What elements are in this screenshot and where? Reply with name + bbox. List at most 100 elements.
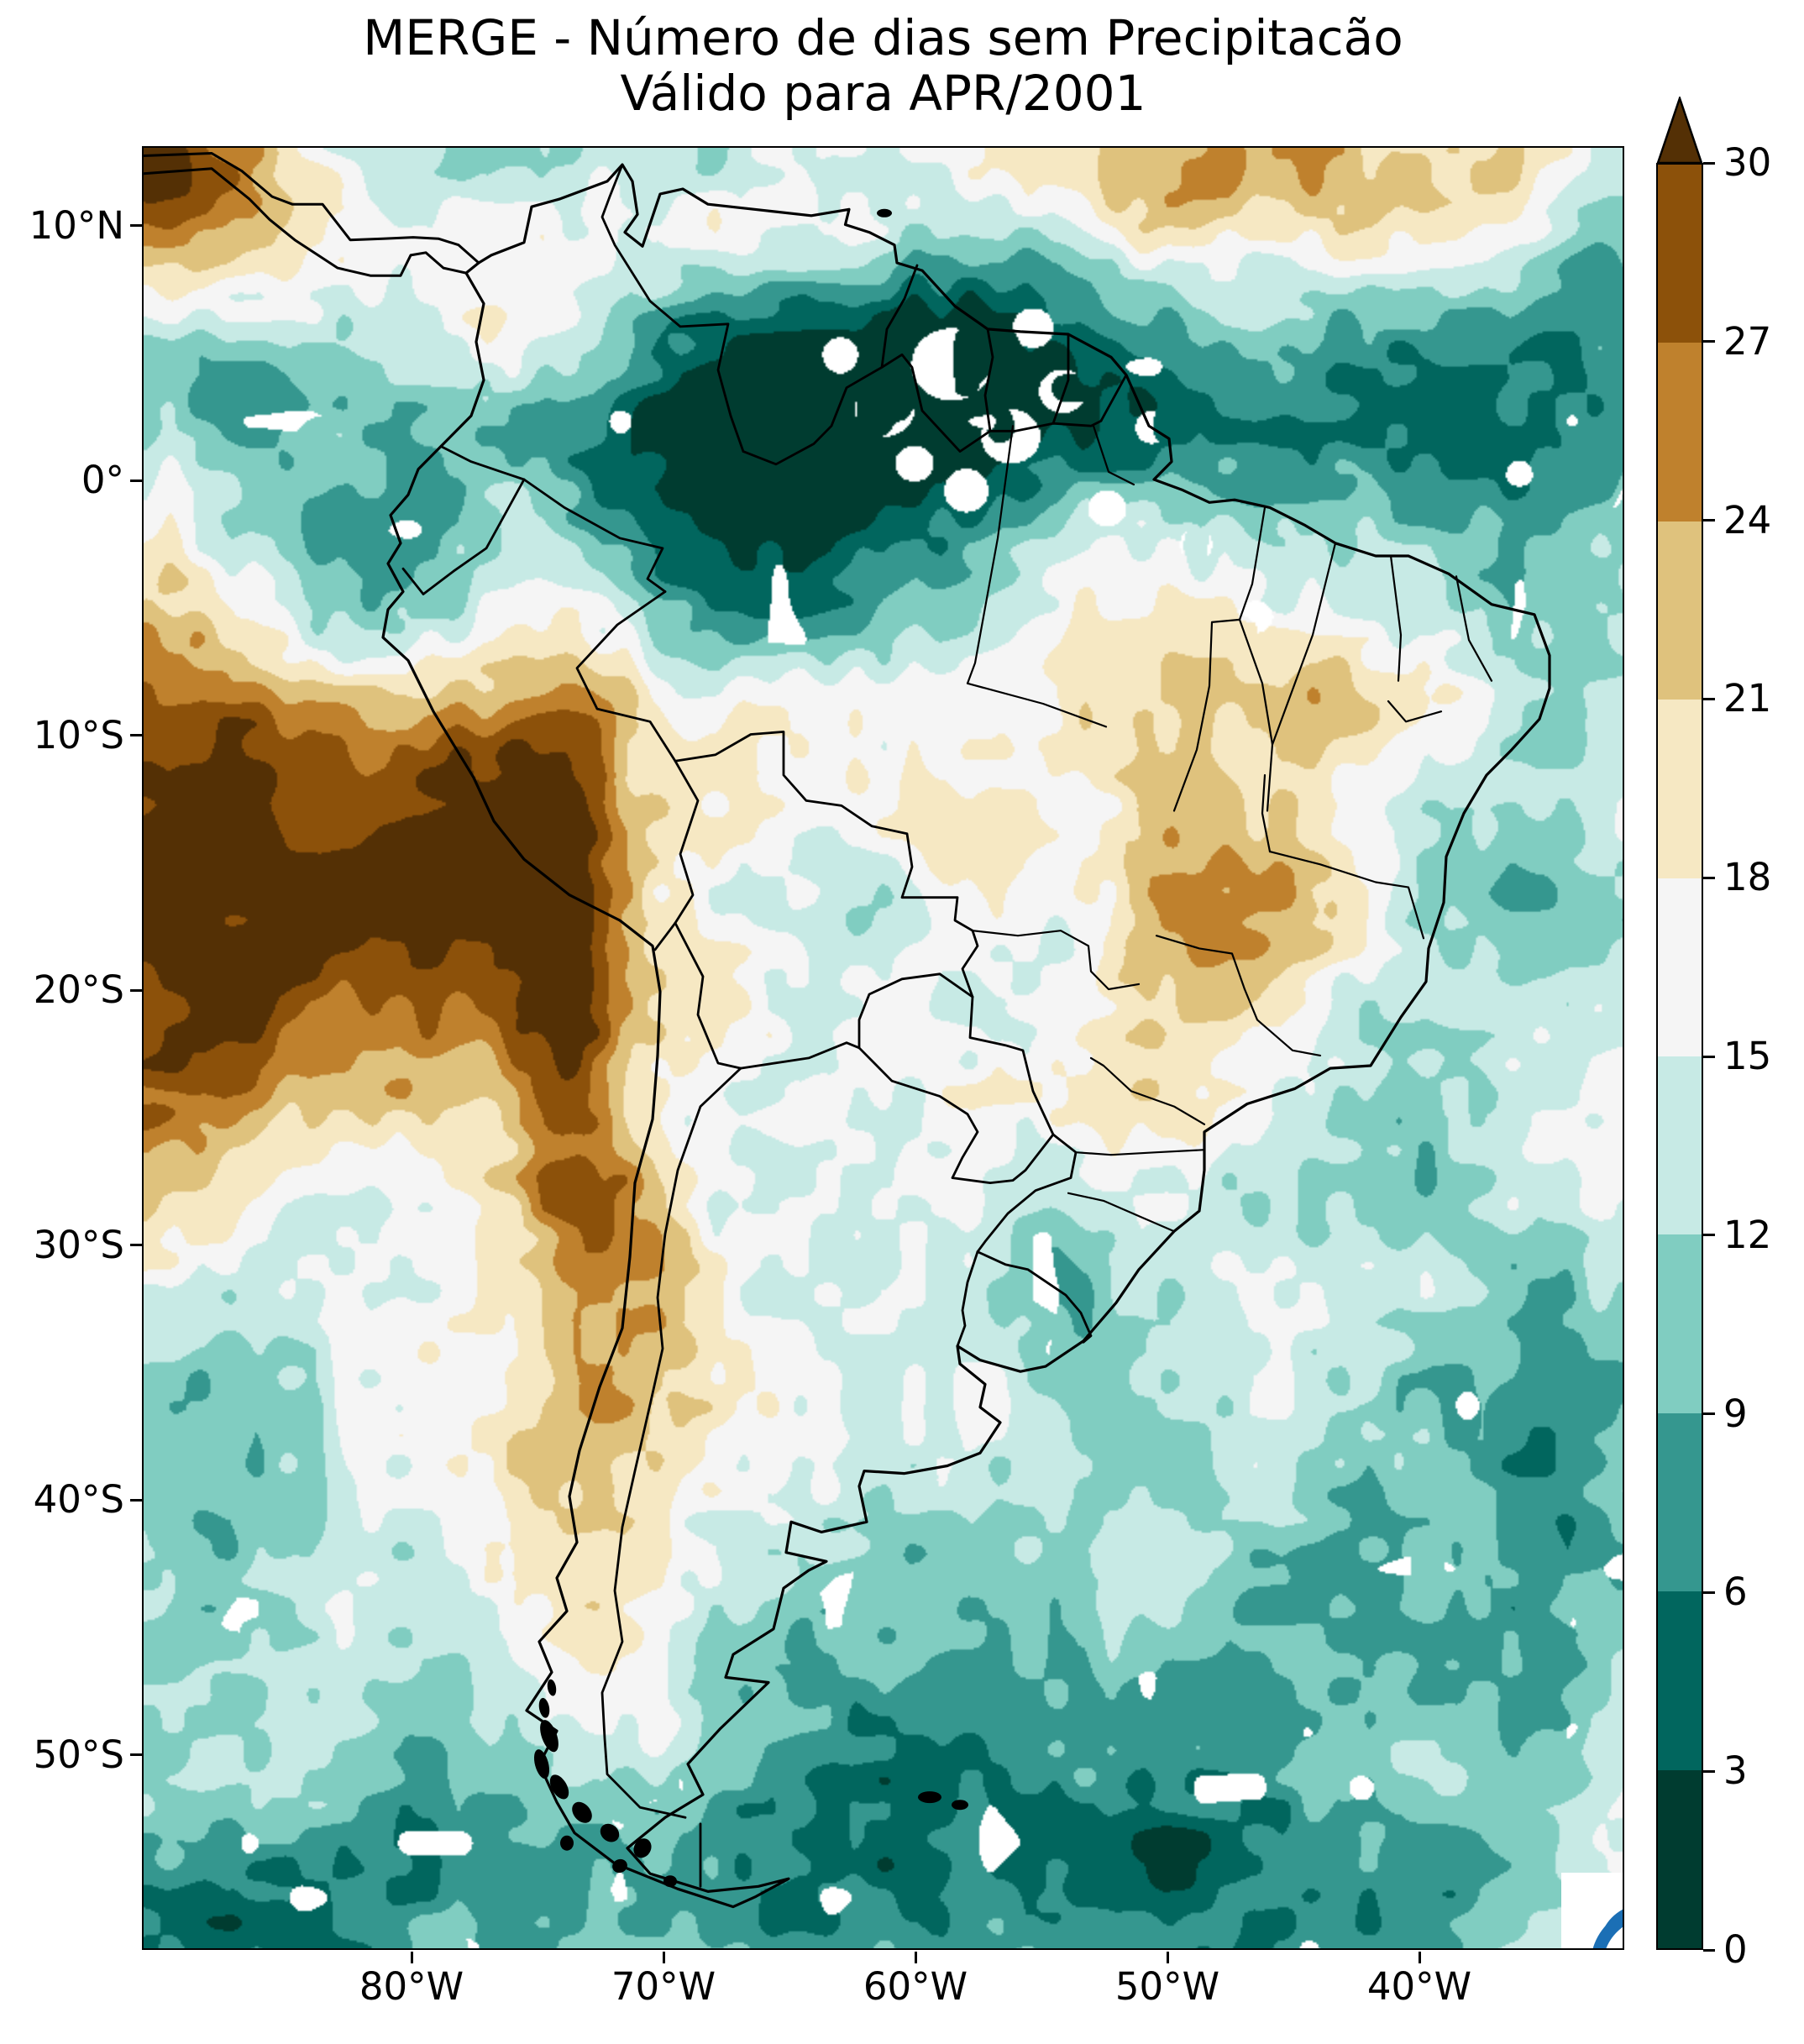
figure-title-line1: MERGE - Número de dias sem Precipitacão	[363, 9, 1403, 66]
colorbar-tick-mark	[1703, 1055, 1715, 1058]
state-border	[1172, 618, 1241, 812]
colorbar-tick-label: 21	[1723, 676, 1772, 721]
fjord-island-blob	[572, 1801, 592, 1823]
colorbar-tick-mark	[1703, 519, 1715, 522]
state-border	[1243, 988, 1322, 1056]
y-axis-tick-label: 20°S	[33, 967, 124, 1012]
colorbar-tick-mark	[1703, 1948, 1715, 1952]
coastline-borders-overlay	[144, 152, 1551, 1909]
country-border	[522, 478, 667, 593]
country-border	[742, 353, 1103, 466]
country-border	[976, 1133, 1078, 1253]
x-axis-tick-label: 70°W	[611, 1964, 716, 2009]
country-border	[439, 445, 526, 481]
y-axis-tick-mark	[130, 734, 142, 736]
colorbar-band	[1658, 165, 1702, 343]
y-axis-tick-mark	[130, 1753, 142, 1756]
y-axis-tick-mark	[130, 224, 142, 227]
x-axis-tick-label: 80°W	[359, 1964, 464, 2009]
coastline	[381, 163, 1551, 1909]
inpe-logo-graphic: INPE	[1592, 1909, 1623, 1948]
country-border	[857, 1046, 1055, 1184]
state-border	[971, 930, 1141, 991]
state-border	[1261, 773, 1272, 853]
precipitation-field-canvas	[144, 148, 1623, 1948]
x-axis-tick-mark	[914, 1952, 917, 1963]
y-axis-tick-label: 0°	[81, 458, 124, 502]
colorbar-band	[1658, 878, 1702, 1057]
state-border	[1455, 575, 1493, 682]
colorbar-tick-mark	[1703, 340, 1715, 343]
coastline-caribbean	[144, 152, 480, 265]
inpe-logo: INPE	[1561, 1873, 1623, 1948]
map-axes: INPE	[142, 146, 1624, 1950]
figure-title-line2: Válido para APR/2001	[620, 65, 1146, 122]
colorbar-band	[1658, 343, 1702, 521]
state-border	[1074, 1149, 1206, 1156]
country-border	[983, 328, 994, 432]
fjord-island-blob	[612, 1858, 627, 1874]
colorbar-tick-label: 6	[1723, 1570, 1748, 1615]
fjord-island-blob	[538, 1697, 550, 1718]
country-border	[401, 478, 526, 595]
x-axis-tick-mark	[1418, 1952, 1421, 1963]
state-border	[1092, 425, 1135, 486]
colorbar-tick-mark	[1703, 876, 1715, 879]
state-border	[1155, 935, 1246, 991]
country-border	[600, 163, 745, 453]
fjord-island-blob	[918, 1791, 941, 1804]
fjord-island-blob	[663, 1875, 677, 1888]
fjord-island-blob	[877, 208, 892, 218]
colorbar-band	[1658, 1769, 1702, 1949]
y-axis-tick-mark	[130, 479, 142, 482]
state-border	[1238, 618, 1274, 812]
state-border	[1389, 554, 1403, 682]
country-border	[968, 995, 1055, 1136]
fjord-island-blob	[549, 1774, 569, 1800]
y-axis-tick-label: 10°S	[33, 712, 124, 757]
fjord-island-blob	[560, 1835, 574, 1851]
colorbar-tick-label: 27	[1723, 318, 1772, 364]
y-axis-tick-mark	[130, 988, 142, 992]
colorbar-extend-arrow	[1656, 97, 1703, 164]
x-axis-tick-mark	[662, 1952, 665, 1963]
state-border	[1387, 700, 1443, 723]
country-border	[674, 759, 700, 925]
country-border	[1051, 333, 1070, 425]
colorbar-tick-label: 18	[1723, 855, 1772, 900]
colorbar-tick-label: 12	[1723, 1212, 1772, 1257]
y-axis-tick-label: 50°S	[33, 1732, 124, 1777]
state-border	[1067, 1192, 1176, 1233]
fjord-island-blob	[540, 1720, 559, 1753]
x-axis-tick-label: 50°W	[1114, 1964, 1220, 2009]
colorbar-tick-mark	[1703, 697, 1715, 700]
colorbar-tick-mark	[1703, 161, 1715, 165]
colorbar-band	[1658, 1234, 1702, 1413]
y-axis-tick-label: 30°S	[33, 1222, 124, 1267]
fjord-island-blob	[547, 1679, 557, 1696]
country-border	[674, 921, 742, 1070]
country-border	[739, 1041, 861, 1070]
colorbar-tick-label: 3	[1723, 1748, 1748, 1794]
state-border	[966, 682, 1108, 728]
colorbar-tick-mark	[1703, 1591, 1715, 1594]
state-border	[1271, 542, 1337, 746]
coastline-pacific-ca	[144, 167, 468, 277]
country-border	[653, 921, 677, 951]
colorbar-tick-label: 0	[1723, 1927, 1748, 1972]
country-border	[600, 1067, 742, 1819]
colorbar-band	[1658, 1412, 1702, 1592]
country-border	[880, 264, 919, 369]
x-axis-tick-label: 40°W	[1366, 1964, 1472, 2009]
country-border	[857, 972, 974, 1050]
country-border	[976, 1250, 1093, 1344]
colorbar-tick-mark	[1703, 1412, 1715, 1416]
state-border	[1268, 851, 1425, 940]
y-axis-tick-label: 10°N	[29, 202, 124, 248]
inpe-arrow-curve	[1592, 1911, 1623, 1948]
state-border	[1089, 1056, 1206, 1125]
y-axis-tick-label: 40°S	[33, 1477, 124, 1522]
state-border	[1238, 506, 1266, 621]
colorbar-tick-label: 9	[1723, 1391, 1748, 1436]
